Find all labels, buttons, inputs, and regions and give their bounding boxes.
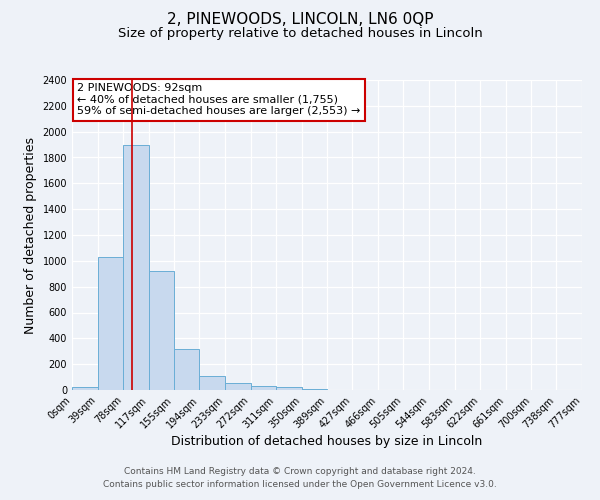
X-axis label: Distribution of detached houses by size in Lincoln: Distribution of detached houses by size … [172,436,482,448]
Bar [123,144,149,390]
Bar [199,376,225,390]
Bar [149,271,175,390]
Bar [225,383,251,390]
Bar [174,348,199,390]
Bar [72,388,98,390]
Y-axis label: Number of detached properties: Number of detached properties [24,136,37,334]
Text: 2, PINEWOODS, LINCOLN, LN6 0QP: 2, PINEWOODS, LINCOLN, LN6 0QP [167,12,433,28]
Text: 2 PINEWOODS: 92sqm
← 40% of detached houses are smaller (1,755)
59% of semi-deta: 2 PINEWOODS: 92sqm ← 40% of detached hou… [77,83,361,116]
Bar [302,388,328,390]
Text: Contains HM Land Registry data © Crown copyright and database right 2024.
Contai: Contains HM Land Registry data © Crown c… [103,468,497,489]
Text: Size of property relative to detached houses in Lincoln: Size of property relative to detached ho… [118,28,482,40]
Bar [98,257,123,390]
Bar [276,388,302,390]
Bar [251,386,276,390]
